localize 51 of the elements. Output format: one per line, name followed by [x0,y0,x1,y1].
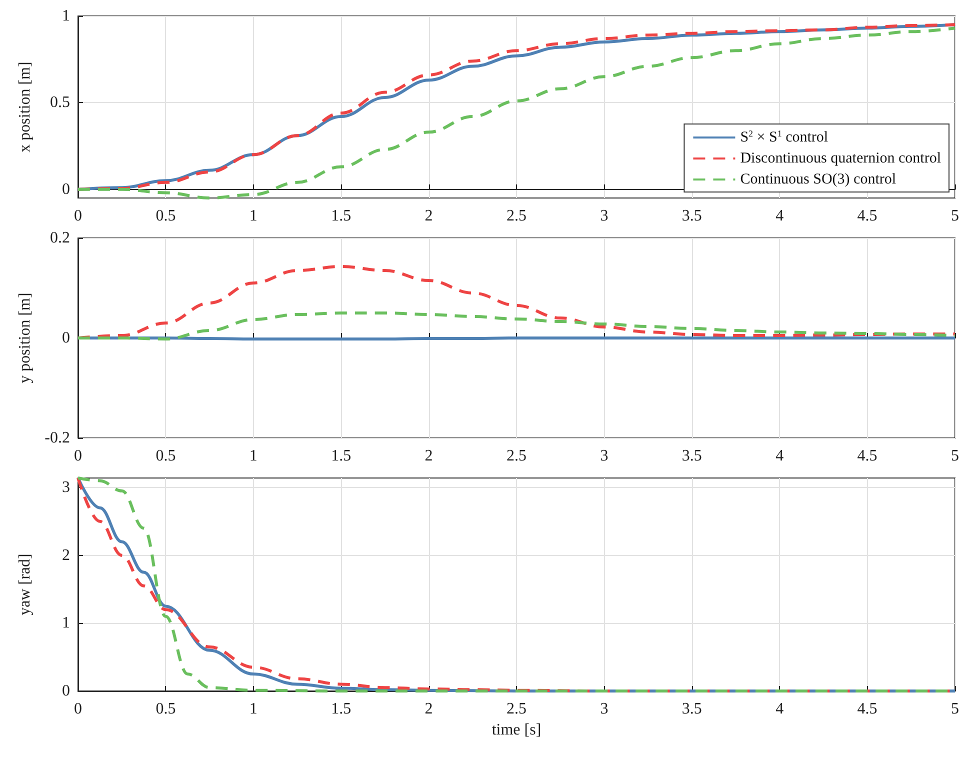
line-series [76,312,956,340]
x-tick-label: 0 [74,700,82,718]
y-tick-label: 0.2 [50,230,70,246]
x-tick-label: 4.5 [857,208,878,224]
legend-label: Continuous SO(3) control [740,172,896,188]
x-tick-label: 3.5 [682,700,702,718]
y-tick-label: 3 [62,478,70,496]
y-tick-label: 2 [62,546,70,564]
legend-label: Discontinuous quaternion control [740,150,942,166]
x-tick-label: 4 [776,448,784,464]
y-axis-title: y position [m] [16,292,34,384]
x-tick-label: 4 [776,208,784,224]
x-tick-label: 5 [951,448,959,464]
x-tick-label: 3 [600,448,608,464]
y-tick-label: 1 [62,614,70,632]
x-tick-label: 2.5 [506,208,526,224]
y-axis-title: x position [m] [16,62,34,152]
x-tick-label: 0 [74,208,82,224]
x-tick-label: 2 [424,208,433,224]
x-tick-label: 0 [74,448,82,464]
x-tick-label: 1 [249,448,258,464]
x-tick-label: 5 [951,208,959,224]
x-tick-label: 2.5 [506,700,526,718]
line-series [76,476,956,692]
x-tick-label: 4.5 [857,448,878,464]
x-tick-label: 1 [249,208,258,224]
x-tick-label: 0.5 [156,208,176,224]
x-tick-label: 1.5 [331,208,352,224]
x-tick-label: 4 [776,700,784,718]
x-tick-label: 3.5 [682,208,702,224]
x-tick-label: 4.5 [857,700,878,718]
y-tick-label: 1 [62,8,70,24]
x-tick-label: 0.5 [156,700,176,718]
x-tick-label: 1 [249,700,258,718]
x-tick-label: 3.5 [682,448,702,464]
x-tick-label: 2 [424,448,433,464]
x-tick-label: 3 [600,700,608,718]
x-tick-label: 3 [600,208,608,224]
x-tick-label: 5 [951,700,959,718]
x-tick-label: 2.5 [506,448,526,464]
x-axis-title: time [s] [492,721,542,738]
x-tick-label: 1.5 [331,700,352,718]
x-tick-label: 1.5 [331,448,352,464]
x-tick-label: 0.5 [156,448,176,464]
x-tick-label: 2 [424,700,433,718]
y-tick-label: 0 [62,682,70,700]
y-tick-label: -0.2 [44,430,70,446]
y-axis-title: yaw [rad] [16,554,34,616]
y-tick-label: 0 [62,180,70,198]
y-tick-label: 0 [62,330,70,346]
y-tick-label: 0.5 [50,94,70,112]
